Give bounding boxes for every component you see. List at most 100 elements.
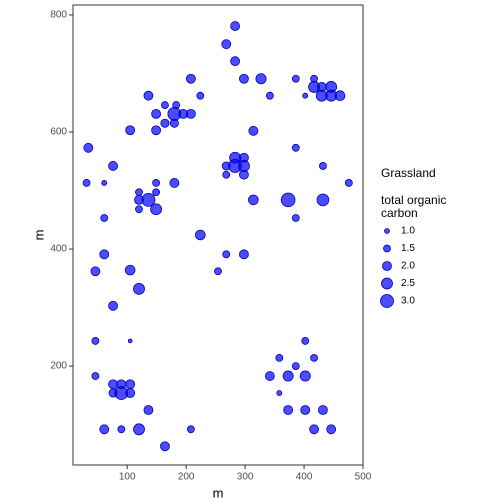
point	[108, 300, 118, 311]
y-tick-label: 400	[50, 244, 67, 255]
x-tick-label: 200	[178, 472, 195, 483]
legend-label: 3.0	[401, 296, 415, 307]
point	[161, 101, 169, 109]
point	[127, 338, 133, 344]
point	[125, 379, 136, 390]
point	[275, 354, 284, 362]
point	[319, 162, 327, 170]
point	[344, 179, 353, 187]
point	[239, 73, 249, 84]
point	[125, 125, 136, 136]
point	[276, 390, 283, 396]
point	[135, 205, 143, 214]
point	[108, 161, 118, 171]
point	[135, 188, 143, 197]
point	[143, 90, 154, 101]
point	[117, 425, 126, 434]
point	[291, 214, 300, 222]
point	[91, 337, 100, 345]
point	[101, 180, 108, 186]
legend-label: 2.0	[401, 261, 415, 272]
point	[283, 405, 294, 415]
point	[302, 92, 309, 99]
point	[169, 118, 179, 128]
point	[83, 142, 94, 153]
point	[326, 424, 337, 435]
legend-label: 2.5	[401, 278, 415, 289]
point	[124, 264, 136, 276]
point	[82, 179, 91, 187]
point	[291, 362, 300, 370]
point	[222, 170, 231, 179]
y-tick-label: 800	[50, 10, 67, 21]
x-tick-label: 400	[296, 472, 313, 483]
point	[316, 193, 330, 207]
point	[100, 214, 109, 222]
point	[230, 56, 240, 67]
x-axis-label: m	[213, 485, 224, 500]
caption: Grassland	[381, 166, 436, 180]
point	[248, 194, 259, 206]
legend-key	[382, 261, 392, 271]
point	[143, 405, 154, 415]
point	[239, 169, 249, 180]
x-tick-label: 300	[237, 472, 254, 483]
point	[221, 39, 232, 50]
point	[108, 379, 118, 390]
point	[299, 370, 311, 382]
legend-label: 1.5	[401, 243, 415, 254]
point	[300, 405, 311, 415]
point	[239, 249, 249, 260]
point	[318, 405, 328, 415]
point	[334, 90, 346, 102]
point	[90, 266, 101, 277]
point	[238, 160, 250, 172]
x-tick-label: 100	[119, 472, 136, 483]
point	[141, 192, 156, 207]
point	[196, 91, 205, 100]
point	[125, 388, 136, 398]
legend-key	[381, 277, 393, 290]
point	[265, 91, 274, 100]
point	[91, 372, 100, 380]
point	[169, 178, 180, 188]
point	[160, 118, 170, 128]
point	[214, 267, 222, 276]
point	[152, 188, 161, 197]
point	[152, 179, 161, 187]
legend-label: 1.0	[401, 226, 415, 237]
point	[301, 337, 310, 345]
point	[151, 108, 162, 119]
point	[291, 143, 300, 152]
y-tick-label: 600	[50, 127, 67, 138]
point	[185, 73, 196, 84]
point	[186, 425, 195, 434]
point	[133, 423, 145, 436]
point	[291, 74, 300, 83]
point	[160, 441, 170, 452]
point	[99, 424, 110, 435]
point	[222, 250, 231, 259]
point	[255, 73, 267, 85]
legend-key	[380, 294, 394, 308]
point	[133, 282, 145, 295]
legend-title: total organic carbon	[381, 193, 447, 220]
point	[195, 229, 206, 241]
point	[150, 203, 163, 216]
point	[99, 249, 110, 260]
legend-key	[383, 244, 391, 253]
point	[248, 125, 259, 136]
point	[264, 371, 275, 381]
point	[230, 21, 240, 31]
point	[282, 370, 294, 382]
point	[185, 108, 196, 119]
point	[280, 192, 296, 208]
point	[316, 82, 327, 92]
y-tick-label: 200	[50, 361, 67, 372]
legend-key	[384, 228, 390, 234]
point	[151, 125, 162, 136]
point	[309, 424, 319, 435]
point	[310, 354, 318, 362]
